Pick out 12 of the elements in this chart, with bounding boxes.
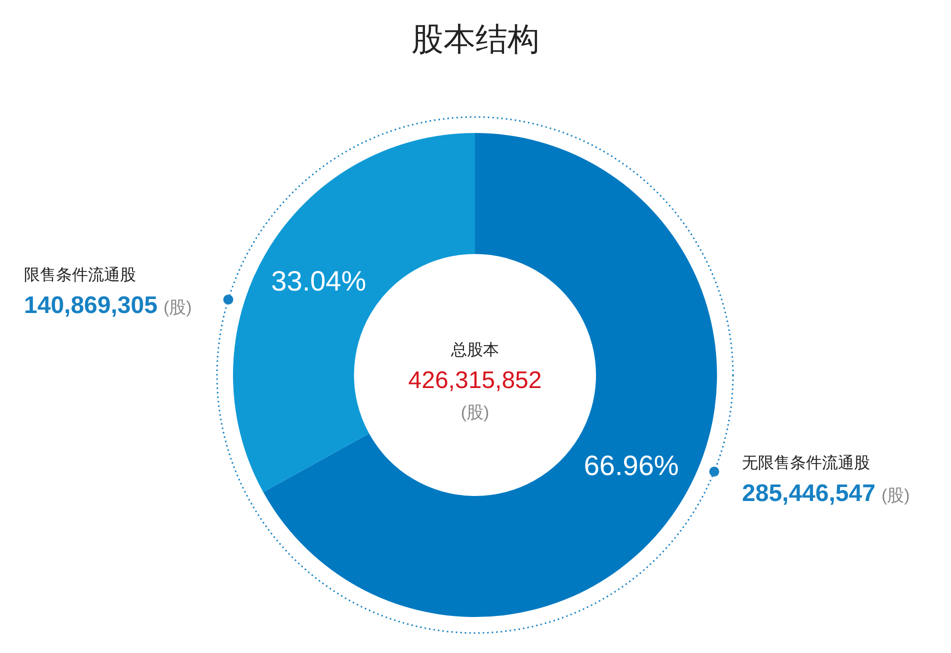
text: (股) bbox=[163, 298, 192, 317]
text: 140,869,305 bbox=[24, 292, 158, 319]
chart-title: 股本结构 bbox=[410, 20, 540, 59]
data-label: 33.04% bbox=[271, 266, 366, 297]
text: (股) bbox=[881, 486, 910, 505]
slice-label: 无限售条件流通股 bbox=[742, 454, 871, 474]
slice-label: 限售条件流通股 bbox=[24, 266, 137, 286]
text: 426,315,852 bbox=[407, 367, 543, 395]
data-label: 66.96% bbox=[584, 450, 679, 481]
text: 285,446,547 bbox=[742, 480, 876, 507]
text: (股) bbox=[460, 402, 490, 424]
text: 总股本 bbox=[450, 340, 500, 361]
